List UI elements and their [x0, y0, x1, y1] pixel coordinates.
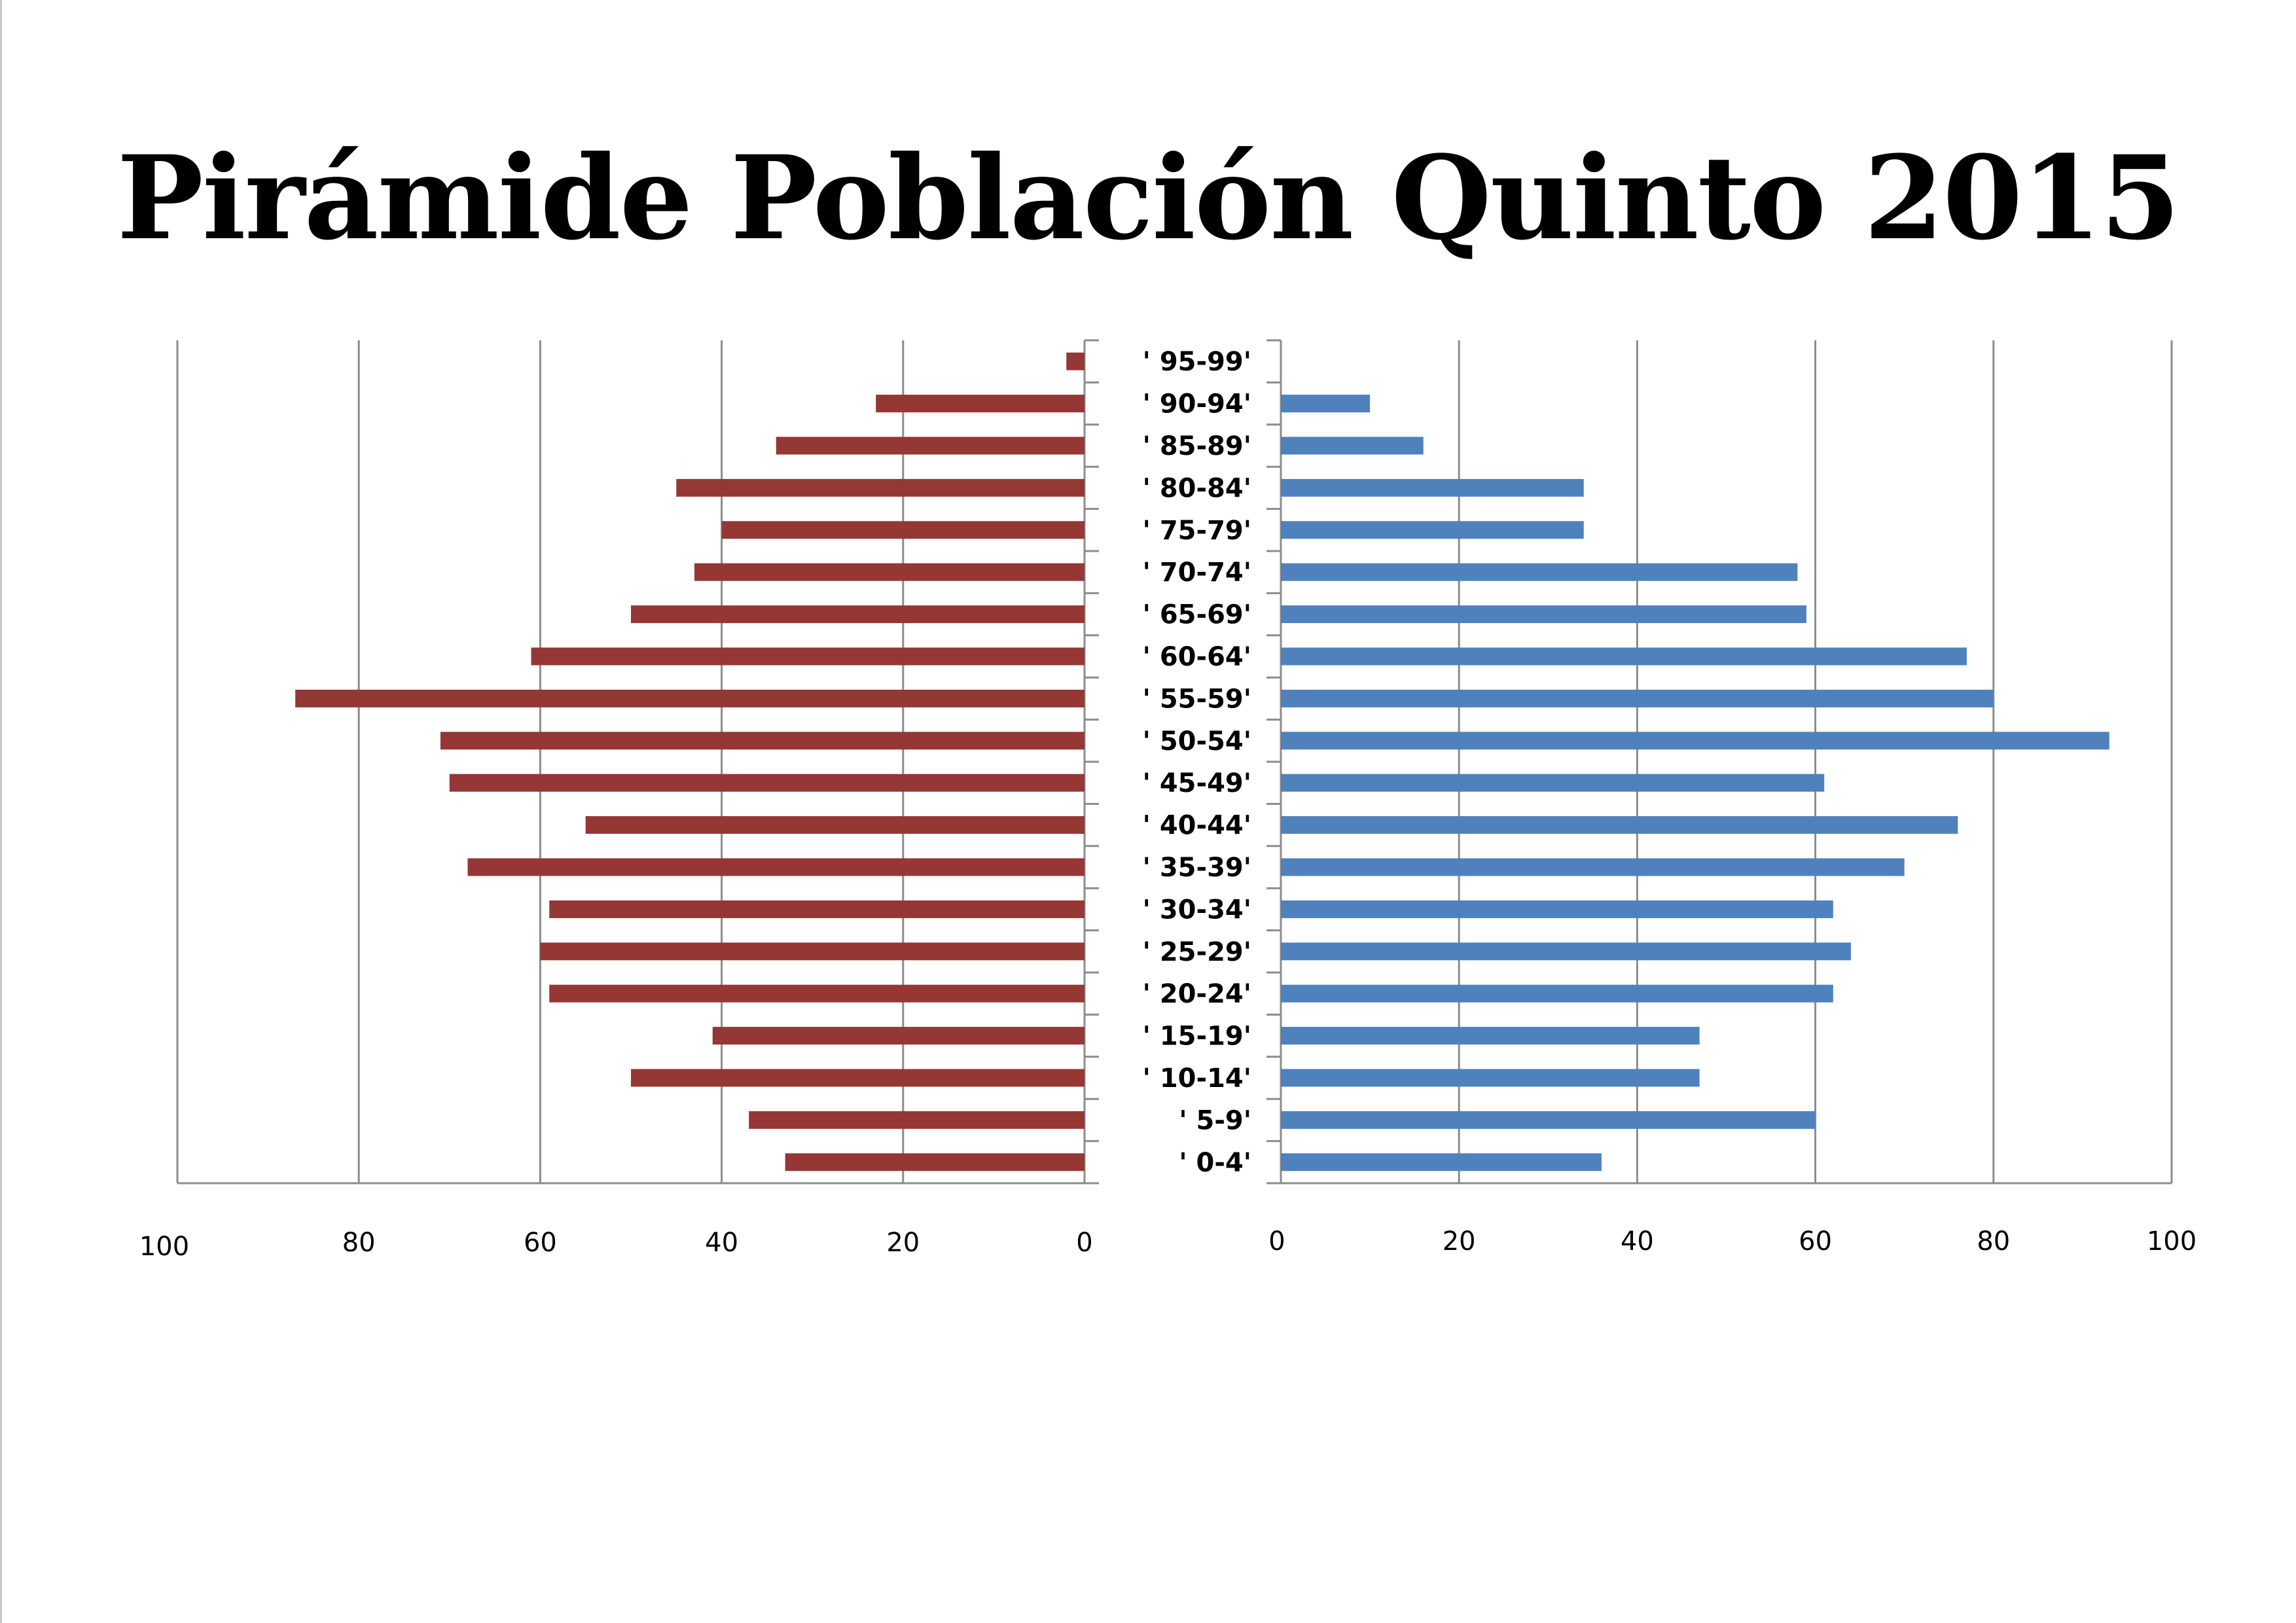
category-label: ' 55-59': [1143, 684, 1251, 714]
right-bar-1: [1281, 395, 1371, 413]
category-label: ' 50-54': [1143, 726, 1251, 757]
right-bar-19: [1281, 1153, 1602, 1171]
category-label: ' 90-94': [1143, 389, 1251, 419]
left-bar-15: [549, 984, 1085, 1003]
right-bar-15: [1281, 984, 1833, 1003]
page-left-border: [0, 0, 2, 1623]
left-bar-0: [1066, 352, 1085, 370]
left-axis-tick-label: 60: [524, 1228, 557, 1258]
right-bar-3: [1281, 478, 1584, 497]
left-bar-9: [440, 732, 1085, 750]
left-bar-18: [749, 1111, 1085, 1129]
left-bar-8: [295, 689, 1085, 707]
category-label: ' 30-34': [1143, 895, 1251, 925]
left-bar-16: [712, 1027, 1085, 1045]
right-bar-9: [1281, 732, 2109, 750]
right-bar-16: [1281, 1027, 1700, 1045]
chart-title: Pirámide Población Quinto 2015: [117, 130, 2181, 266]
right-bar-11: [1281, 816, 1958, 834]
right-bar-18: [1281, 1111, 1816, 1129]
right-bar-2: [1281, 437, 1424, 455]
left-axis-tick-label: 100: [139, 1232, 189, 1262]
category-label: ' 5-9': [1179, 1105, 1251, 1135]
right-axis-tick-label: 60: [1799, 1226, 1832, 1257]
right-bar-10: [1281, 774, 1825, 792]
left-axis-tick-label: 40: [705, 1228, 738, 1258]
right-bar-7: [1281, 647, 1967, 666]
category-label: ' 95-99': [1143, 347, 1251, 377]
left-bar-7: [531, 647, 1085, 666]
right-bar-4: [1281, 521, 1584, 539]
right-bar-13: [1281, 900, 1833, 918]
category-label: ' 80-84': [1143, 473, 1251, 503]
left-bar-13: [549, 900, 1085, 918]
left-bar-5: [694, 563, 1085, 581]
left-bar-11: [585, 816, 1085, 834]
right-bar-14: [1281, 942, 1852, 961]
right-bar-8: [1281, 689, 1994, 707]
left-axis-tick-label: 0: [1076, 1228, 1092, 1258]
right-bar-6: [1281, 605, 1806, 624]
left-bar-3: [676, 478, 1085, 497]
category-label: ' 75-79': [1143, 516, 1251, 546]
category-label: ' 25-29': [1143, 937, 1251, 967]
right-axis-tick-label: 40: [1621, 1226, 1654, 1257]
left-bar-6: [631, 605, 1085, 624]
category-label: ' 45-49': [1143, 768, 1251, 798]
left-bar-12: [467, 858, 1085, 876]
category-label: ' 15-19': [1143, 1022, 1251, 1052]
right-axis-tick-label: 0: [1268, 1226, 1285, 1257]
left-bar-2: [776, 437, 1085, 455]
category-label: ' 70-74': [1143, 558, 1251, 588]
left-bar-10: [449, 774, 1085, 792]
left-bar-14: [540, 942, 1085, 961]
category-label: ' 65-69': [1143, 600, 1251, 630]
right-axis-tick-label: 100: [2147, 1226, 2197, 1257]
category-label: ' 40-44': [1143, 811, 1251, 841]
left-bar-4: [721, 521, 1085, 539]
left-bar-17: [631, 1069, 1085, 1087]
right-bar-12: [1281, 858, 1905, 876]
right-bar-17: [1281, 1069, 1700, 1087]
category-label: ' 10-14': [1143, 1063, 1251, 1094]
category-label: ' 35-39': [1143, 853, 1251, 883]
right-bar-5: [1281, 563, 1798, 581]
right-axis-tick-label: 80: [1977, 1226, 2010, 1257]
left-axis-tick-label: 80: [342, 1228, 376, 1258]
category-label: ' 0-4': [1179, 1148, 1251, 1178]
category-label: ' 85-89': [1143, 431, 1251, 461]
category-label: ' 60-64': [1143, 642, 1251, 672]
left-axis-tick-label: 20: [886, 1228, 920, 1258]
left-bar-1: [876, 395, 1085, 413]
right-axis-tick-label: 20: [1443, 1226, 1476, 1257]
category-label: ' 20-24': [1143, 979, 1251, 1009]
left-bar-19: [785, 1153, 1085, 1171]
